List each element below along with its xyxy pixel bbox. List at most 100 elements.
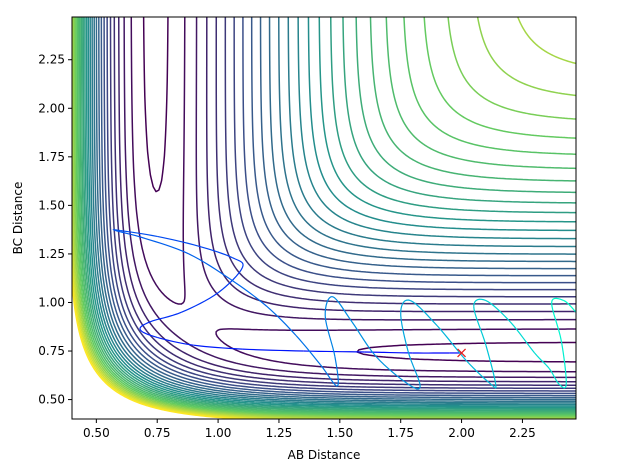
trajectory-segment xyxy=(473,306,487,346)
contour-level xyxy=(84,17,576,410)
x-tick-label: 1.75 xyxy=(387,426,414,440)
contour-level xyxy=(123,17,576,379)
y-tick-label: 0.50 xyxy=(38,393,65,407)
contour-level xyxy=(76,17,576,416)
trajectory-segment xyxy=(144,237,190,255)
trajectory-segment xyxy=(375,356,409,385)
trajectory-segment xyxy=(465,360,492,385)
trajectory-segment xyxy=(560,341,567,385)
trajectory-segment xyxy=(563,300,576,313)
contour-level xyxy=(89,17,576,406)
trajectory-segment xyxy=(509,321,536,354)
contour-level xyxy=(109,17,576,390)
y-tick-label: 1.25 xyxy=(38,247,65,261)
y-axis: 0.50 0.75 1.00 1.25 1.50 1.75 2.00 2.25 xyxy=(38,53,72,407)
trajectory-segment xyxy=(112,229,121,232)
trajectory-segment xyxy=(295,335,321,365)
y-tick-label: 2.25 xyxy=(38,53,65,67)
x-tick-label: 1.50 xyxy=(326,426,353,440)
contour-level xyxy=(80,17,576,413)
trajectory-segment xyxy=(351,321,377,358)
trajectory-segment xyxy=(407,350,421,387)
trajectory-segment xyxy=(534,352,550,369)
trajectory-segment xyxy=(410,300,438,327)
trajectory-segment xyxy=(332,296,353,323)
contour-level xyxy=(95,17,576,401)
plot-frame xyxy=(71,16,577,420)
y-tick-label: 0.75 xyxy=(38,344,65,358)
x-marker xyxy=(457,348,467,358)
trajectory-segment xyxy=(319,364,338,387)
trajectory-segment xyxy=(181,292,219,313)
contour-level xyxy=(103,17,576,395)
x-tick-label: 2.25 xyxy=(509,426,536,440)
trajectory-segment xyxy=(400,299,411,313)
trajectory-segment xyxy=(149,311,182,323)
trajectory-segment xyxy=(485,345,497,385)
contour-level xyxy=(72,282,244,419)
trajectory-segment xyxy=(139,329,158,339)
trajectory-segment xyxy=(324,296,333,317)
contour-level xyxy=(79,17,576,414)
x-tick-label: 2.00 xyxy=(448,426,475,440)
trajectory-segment xyxy=(400,312,409,352)
trajectory-segment xyxy=(334,356,339,387)
trajectory-segment xyxy=(217,267,243,294)
trajectory-segment xyxy=(485,300,511,323)
trajectory-segment xyxy=(115,230,146,239)
trajectory-segment xyxy=(139,321,151,330)
trajectory-segment xyxy=(407,383,421,390)
contour-level xyxy=(142,17,576,363)
y-tick-label: 1.50 xyxy=(38,198,65,212)
contour-level xyxy=(73,17,576,418)
trajectory-segment xyxy=(558,383,567,389)
y-tick-label: 1.75 xyxy=(38,150,65,164)
contour-level xyxy=(91,17,576,404)
y-tick-label: 2.00 xyxy=(38,101,65,115)
trajectory-segment xyxy=(193,344,243,350)
trajectory-segment xyxy=(232,257,244,268)
contour-level xyxy=(130,17,576,373)
contour-level xyxy=(98,17,576,399)
contour-level xyxy=(100,17,576,397)
contour-level xyxy=(85,17,576,409)
contour-level xyxy=(93,17,576,403)
contour-level xyxy=(106,17,576,392)
end-marker xyxy=(457,348,467,358)
trajectory-segment xyxy=(120,230,158,238)
x-tick-label: 1.00 xyxy=(205,426,232,440)
trajectory-segment xyxy=(157,235,199,247)
x-tick-label: 1.25 xyxy=(266,426,293,440)
trajectory-segment xyxy=(548,368,560,385)
y-tick-label: 1.00 xyxy=(38,295,65,309)
trajectory-segment xyxy=(242,348,304,352)
trajectory-segment xyxy=(324,316,336,357)
contour-lines xyxy=(72,17,576,419)
contour-level xyxy=(75,17,576,417)
x-axis-label: AB Distance xyxy=(288,448,361,462)
contour-level xyxy=(82,17,576,411)
x-tick-label: 0.50 xyxy=(83,426,110,440)
trajectory-segment xyxy=(490,383,497,389)
trajectory-segment xyxy=(157,336,194,346)
trajectory-segment xyxy=(473,298,487,307)
contour-level xyxy=(72,17,576,419)
contour-level xyxy=(78,17,576,415)
x-axis: 0.50 0.75 1.00 1.25 1.50 1.75 2.00 2.25 xyxy=(83,419,536,440)
trajectory-line xyxy=(112,229,576,390)
contour-level xyxy=(72,266,264,419)
x-tick-label: 0.75 xyxy=(144,426,171,440)
trajectory-segment xyxy=(229,278,268,307)
contour-level xyxy=(113,17,576,387)
contour-level xyxy=(87,17,576,407)
trajectory-segment xyxy=(436,325,467,362)
trajectory-segment xyxy=(266,305,297,336)
trajectory-segment xyxy=(551,302,562,342)
trajectory-segment xyxy=(303,350,365,353)
y-axis-label: BC Distance xyxy=(11,182,25,255)
trajectory-segment xyxy=(198,245,233,259)
trajectory-segment xyxy=(551,297,565,303)
trajectory-segment xyxy=(188,253,231,280)
